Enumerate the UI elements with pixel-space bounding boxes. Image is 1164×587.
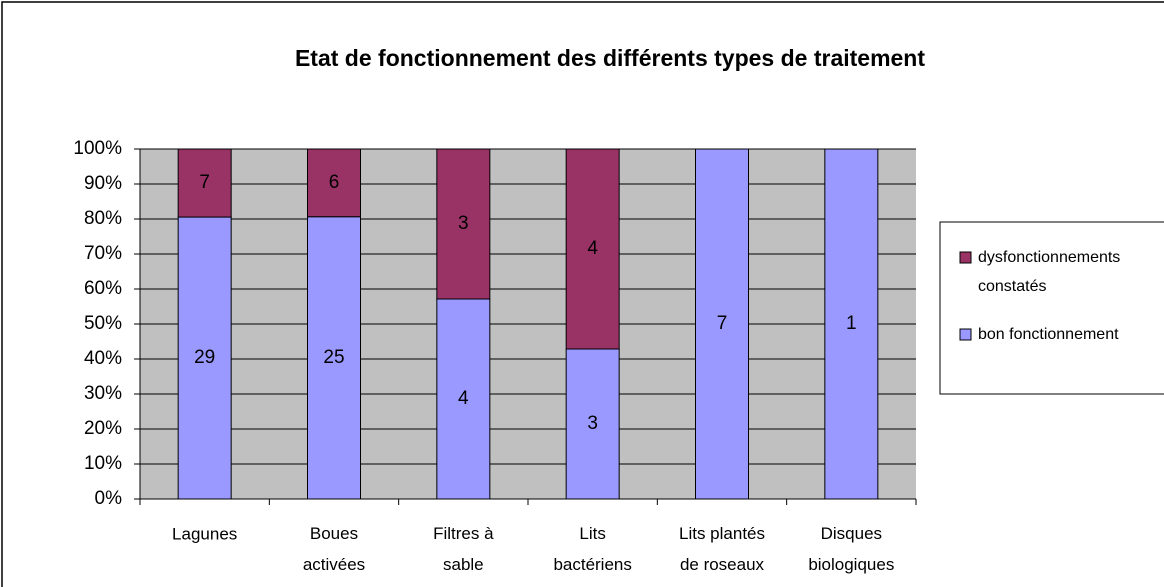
data-label: 25 <box>323 347 344 368</box>
bar-segment <box>824 148 879 500</box>
chart-title: Etat de fonctionnement des différents ty… <box>295 45 925 71</box>
bar-segment <box>695 148 749 500</box>
x-tick-label: Lits bactériens <box>553 524 631 574</box>
x-tick-label: Lagunes <box>172 524 237 543</box>
x-tick-label: Filtres à sable <box>433 524 494 574</box>
legend-box <box>939 221 1164 395</box>
legend-swatch <box>959 328 972 341</box>
bar-segment <box>177 216 232 500</box>
y-tick-label: 40% <box>84 348 122 369</box>
bar-segment <box>436 148 491 300</box>
data-label: 3 <box>458 213 469 234</box>
data-label: 6 <box>329 172 340 193</box>
y-tick-label: 60% <box>84 278 122 299</box>
y-tick-label: 10% <box>84 453 122 474</box>
bar-segment <box>565 148 620 350</box>
data-label: 29 <box>194 347 215 368</box>
y-tick-label: 30% <box>84 383 122 404</box>
data-label: 7 <box>199 172 210 193</box>
data-label: 3 <box>587 413 598 434</box>
bar-segment <box>436 298 491 500</box>
bar-segment <box>565 348 620 500</box>
data-label: 1 <box>846 313 857 334</box>
y-tick-label: 80% <box>84 208 122 229</box>
data-label: 4 <box>587 238 598 259</box>
x-tick-label: Disques biologiques <box>808 524 894 574</box>
y-tick-label: 50% <box>84 313 122 334</box>
bar-segment <box>307 216 361 500</box>
x-tick-label: Lits plantés de roseaux <box>679 524 765 574</box>
y-tick-label: 20% <box>84 418 122 439</box>
data-label: 4 <box>458 388 469 409</box>
legend-label: dysfonctionnements constatés <box>978 249 1120 295</box>
legend-swatch <box>959 251 972 264</box>
data-label: 7 <box>717 313 728 334</box>
y-tick-label: 90% <box>84 173 122 194</box>
bar-segment <box>177 148 232 218</box>
y-tick-label: 100% <box>73 138 122 159</box>
bar-segment <box>307 148 361 218</box>
y-tick-label: 70% <box>84 243 122 264</box>
y-tick-label: 0% <box>95 488 123 509</box>
legend-label: bon fonctionnement <box>978 326 1119 343</box>
x-tick-label: Boues activées <box>303 524 365 574</box>
